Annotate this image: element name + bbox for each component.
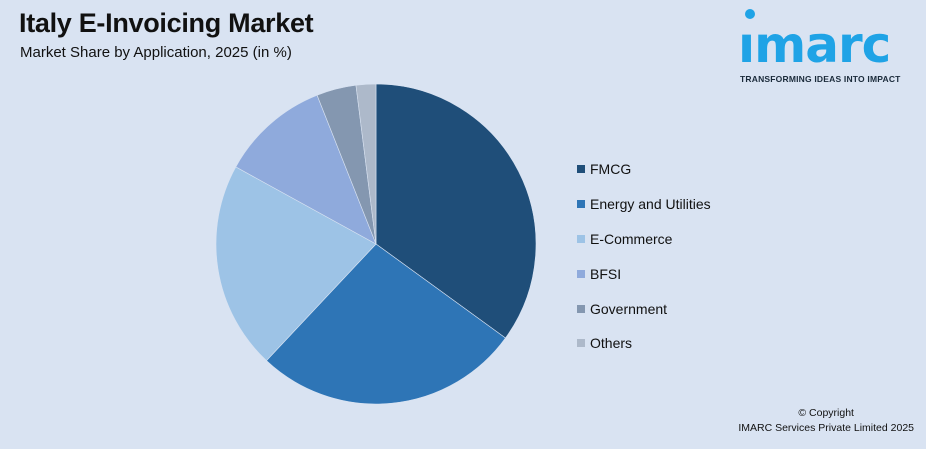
- pie-slice-others: [355, 83, 377, 245]
- pie-slice-bfsi: [235, 94, 377, 245]
- pie-chart: [215, 83, 537, 405]
- pie-slice-e-commerce: [215, 166, 377, 362]
- logo-tagline: TRANSFORMING IDEAS INTO IMPACT: [740, 74, 901, 84]
- legend-label: E-Commerce: [590, 230, 673, 247]
- legend-item: BFSI: [577, 256, 711, 291]
- logo-dot-icon: [745, 9, 755, 19]
- legend-swatch: [577, 269, 585, 278]
- legend-label: Government: [590, 300, 668, 317]
- legend-label: FMCG: [590, 161, 632, 178]
- legend-item: Government: [577, 291, 711, 326]
- pie-slice-fmcg: [375, 83, 537, 339]
- logo-wordmark: ımarc: [738, 16, 891, 74]
- legend-swatch: [577, 165, 585, 174]
- legend-swatch: [577, 234, 585, 243]
- chart-subtitle: Market Share by Application, 2025 (in %): [20, 44, 292, 61]
- legend-item: Energy and Utilities: [577, 187, 711, 222]
- copyright-company: IMARC Services Private Limited 2025: [738, 422, 914, 434]
- chart-legend: FMCG Energy and Utilities E-Commerce BFSI Go…: [577, 152, 711, 361]
- legend-label: Others: [590, 335, 633, 352]
- copyright-line: © Copyright: [798, 407, 854, 419]
- legend-swatch: [577, 200, 585, 209]
- legend-item: Others: [577, 326, 711, 361]
- legend-label: BFSI: [590, 265, 622, 282]
- legend-swatch: [577, 339, 585, 348]
- legend-label: Energy and Utilities: [590, 196, 711, 213]
- pie-slice-energy-and-utilities: [266, 243, 506, 405]
- imarc-logo: ımarc TRANSFORMING IDEAS INTO IMPACT: [738, 6, 918, 86]
- copyright: © Copyright IMARC Services Private Limit…: [738, 406, 914, 436]
- legend-item: FMCG: [577, 152, 711, 187]
- chart-title: Italy E-Invoicing Market: [19, 8, 314, 38]
- legend-item: E-Commerce: [577, 222, 711, 257]
- legend-swatch: [577, 304, 585, 313]
